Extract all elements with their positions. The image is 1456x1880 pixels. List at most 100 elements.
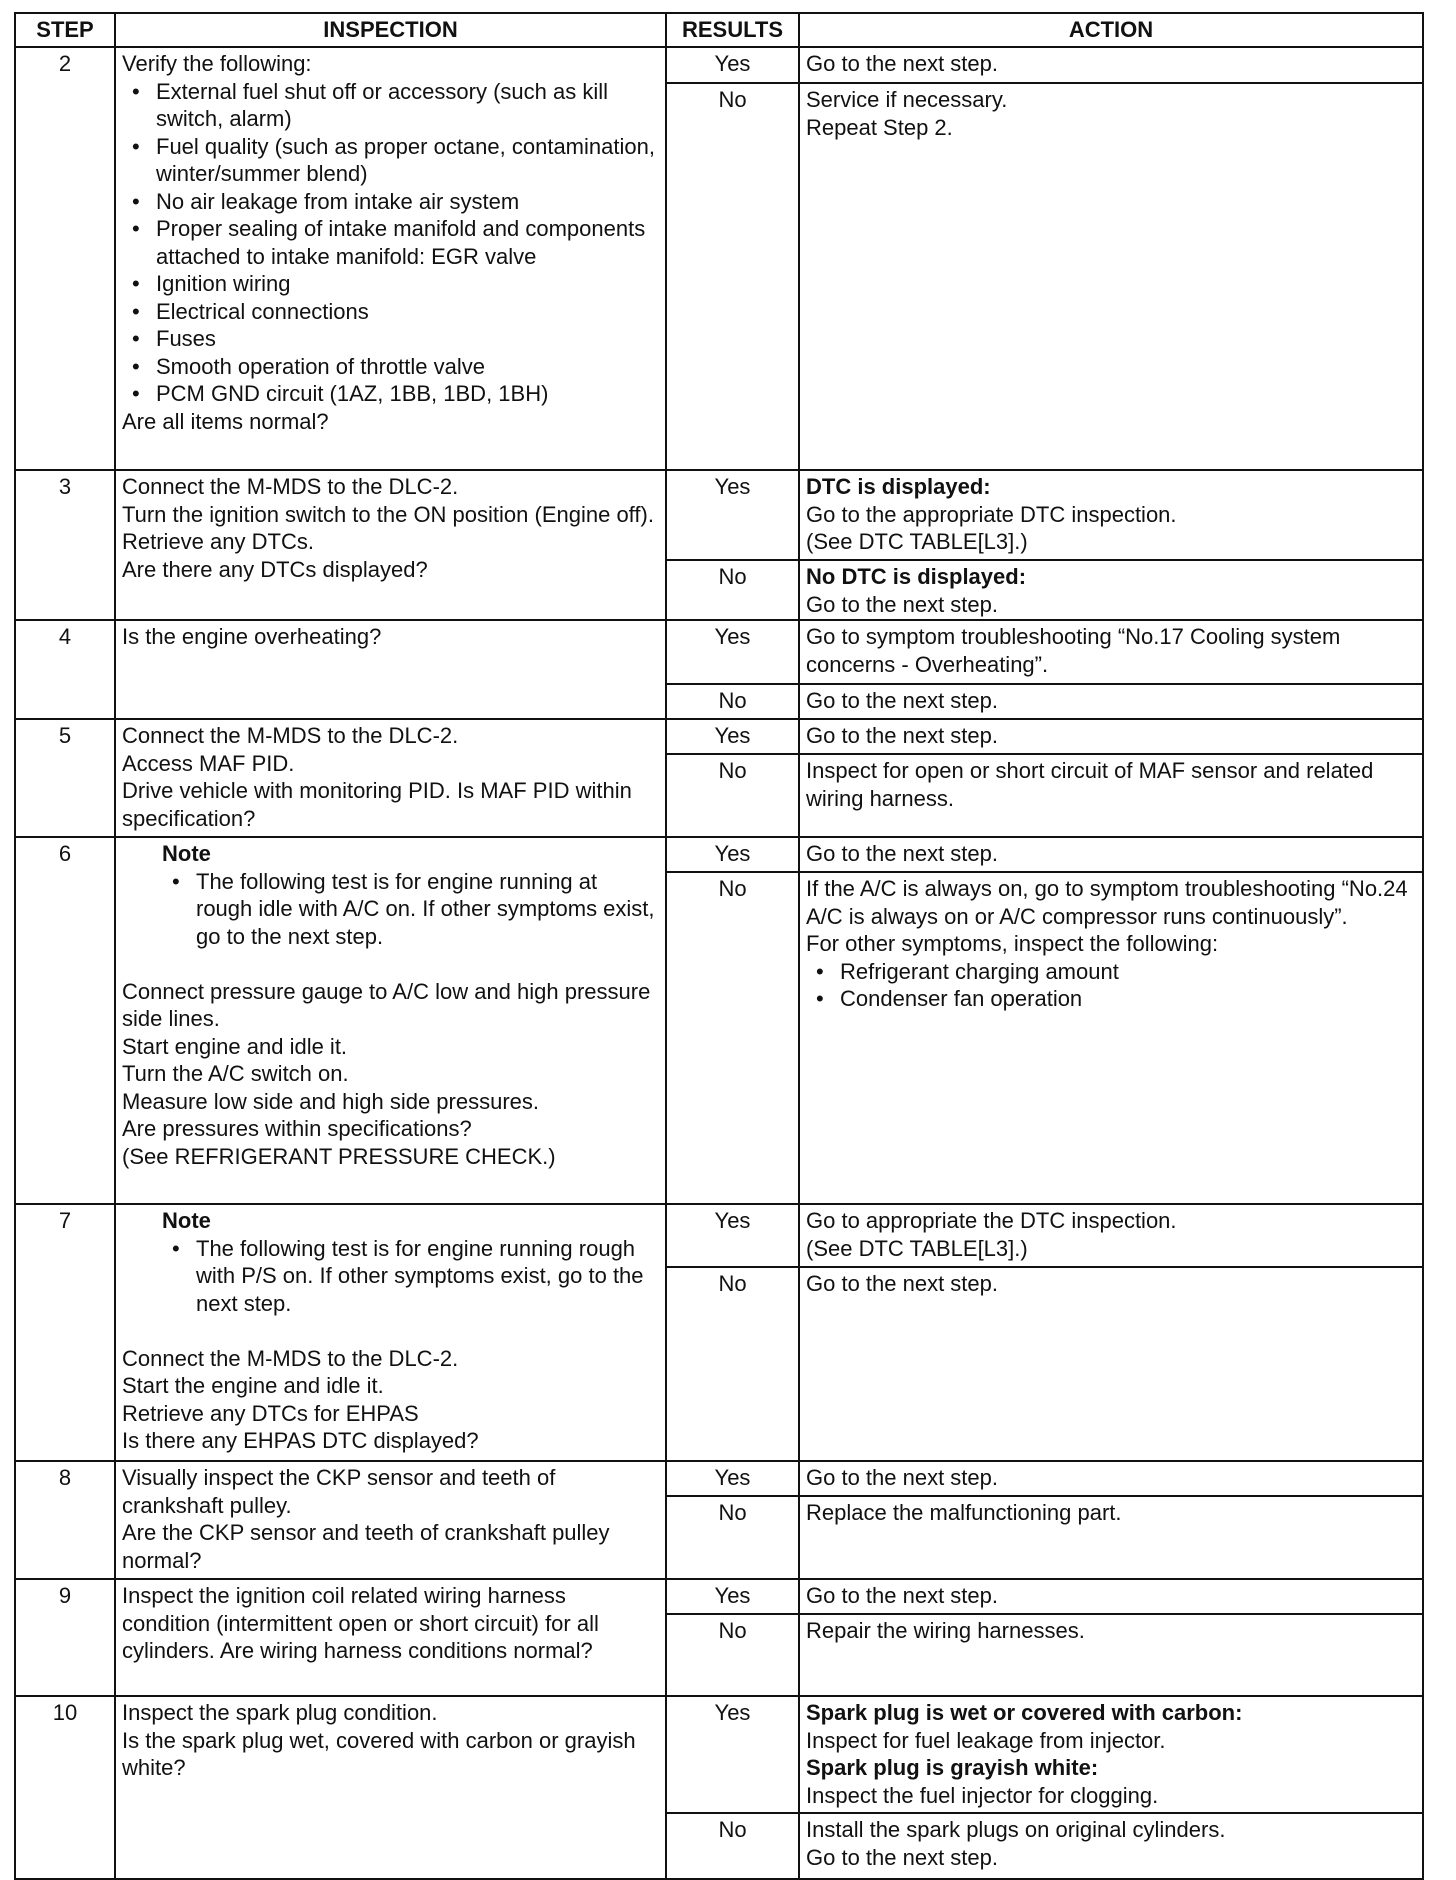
result-no: No (665, 1266, 800, 1462)
step-number: 8 (14, 1460, 116, 1580)
table-row-step-7-no: No Go to the next step. (15, 1266, 1424, 1462)
table-row-step-3-yes: 3 Connect the M-MDS to the DLC-2. Turn the… (14, 469, 1424, 621)
bullet-item: PCM GND circuit (1AZ, 1BB, 1BD, 1BH) (132, 380, 659, 408)
step-number: 3 (14, 469, 116, 621)
table-row-step-4-no: No Go to the next step. (15, 683, 1424, 720)
text-line: Go to the next step. (806, 1465, 999, 1490)
text-line: Install the spark plugs on original cyli… (806, 1817, 1226, 1842)
table-row-step-10-no: No Install the spark plugs on original cy… (15, 1812, 1424, 1880)
text-line: Go to the next step. (806, 591, 999, 617)
text-line: If the A/C is always on, go to symptom t… (806, 876, 1408, 929)
bullet-list: The following test is for engine running… (162, 868, 659, 951)
text-line: Are pressures within specifications? (122, 1116, 472, 1141)
action-yes: Go to the next step. (798, 836, 1424, 873)
text-line: Is the spark plug wet, covered with carb… (122, 1727, 636, 1781)
inspection-cell: NoteThe following test is for engine run… (114, 836, 667, 1205)
action-yes: Go to the next step. (798, 1460, 1424, 1497)
inspection-cell: Verify the following:External fuel shut … (114, 46, 667, 471)
step-number: 6 (14, 836, 116, 1205)
table-row-step-9-yes: 9 Inspect the ignition coil related wirin… (14, 1578, 1424, 1697)
text-line: Go to the next step. (806, 1271, 999, 1296)
text-line: Connect the M-MDS to the DLC-2. (122, 474, 459, 499)
result-yes: Yes (665, 46, 800, 84)
text-line: Inspect for open or short circuit of MAF… (806, 758, 1374, 811)
text-line: Is the engine overheating? (122, 624, 382, 649)
text-line: Go to the appropriate DTC inspection. (806, 501, 1177, 527)
result-no: No (665, 1613, 800, 1697)
bullet-item: The following test is for engine running… (172, 1235, 659, 1318)
text-line: Go to symptom troubleshooting “No.17 Coo… (806, 624, 1341, 677)
table-row-step-5-yes: 5 Connect the M-MDS to the DLC-2. Access M… (14, 718, 1424, 838)
table-row-step-7-yes: 7NoteThe following test is for engine ru… (14, 1203, 1424, 1462)
text-line: Is there any EHPAS DTC displayed? (122, 1428, 479, 1453)
text-line: Go to the next step. (806, 1844, 999, 1870)
text-line: Go to the next step. (806, 841, 999, 866)
inspection-cell: Inspect the ignition coil related wiring… (114, 1578, 667, 1697)
result-yes: Yes (665, 619, 800, 685)
text-line: Inspect the ignition coil related wiring… (122, 1583, 599, 1663)
text-line: (See DTC TABLE[L3].) (806, 529, 1028, 554)
text-line: Start the engine and idle it. (122, 1373, 384, 1398)
result-no: No (665, 559, 800, 621)
step-number: 9 (14, 1578, 116, 1697)
table-row-step-6-yes: 6NoteThe following test is for engine ru… (14, 836, 1424, 1205)
result-no: No (665, 1495, 800, 1580)
text-line: Are there any DTCs displayed? (122, 556, 428, 582)
text-line: Connect the M-MDS to the DLC-2. (122, 1345, 459, 1371)
text-line: Retrieve any DTCs for EHPAS (122, 1400, 419, 1426)
header-action: ACTION (798, 12, 1424, 48)
action-no: Replace the malfunctioning part. (798, 1495, 1424, 1580)
text-line: Replace the malfunctioning part. (806, 1500, 1122, 1525)
text-line: Go to the next step. (806, 1583, 999, 1608)
text-line: (See REFRIGERANT PRESSURE CHECK.) (122, 1143, 556, 1169)
spacer (122, 1317, 659, 1345)
text-line: Service if necessary. (806, 87, 1008, 112)
text-line: Go to the next step. (806, 51, 999, 76)
result-yes: Yes (665, 1203, 800, 1268)
note-title: Note (162, 1208, 211, 1233)
result-yes: Yes (665, 1578, 800, 1615)
bullet-item: External fuel shut off or accessory (suc… (132, 78, 659, 133)
bold-heading: Spark plug is grayish white: (806, 1755, 1099, 1780)
table-row-step-5-no: No Inspect for open or short circuit of M… (15, 753, 1424, 838)
text-line: Drive vehicle with monitoring PID. Is MA… (122, 778, 632, 831)
text-line: Are all items normal? (122, 408, 329, 434)
action-yes: Go to the next step. (798, 718, 1424, 755)
result-yes: Yes (665, 836, 800, 873)
inspection-cell: Inspect the spark plug condition. Is the … (114, 1695, 667, 1880)
bullet-item: Fuel quality (such as proper octane, con… (132, 133, 659, 188)
table-row-step-3-no: No No DTC is displayed: Go to the next ste… (15, 559, 1424, 621)
action-no: Go to the next step. (798, 683, 1424, 720)
action-yes: DTC is displayed: Go to the appropriate D… (798, 469, 1424, 561)
bullet-list: External fuel shut off or accessory (suc… (122, 78, 659, 408)
header-row: STEP INSPECTION RESULTS ACTION (14, 12, 1424, 48)
header-inspection: INSPECTION (114, 12, 667, 48)
text-line: Visually inspect the CKP sensor and teet… (122, 1465, 556, 1518)
text-line: Repair the wiring harnesses. (806, 1618, 1085, 1643)
text-line: Connect the M-MDS to the DLC-2. (122, 723, 459, 748)
text-line: Inspect the spark plug condition. (122, 1700, 438, 1725)
bullet-item: Electrical connections (132, 298, 659, 326)
bullet-item: Smooth operation of throttle valve (132, 353, 659, 381)
table-row-step-10-yes: 10 Inspect the spark plug condition. Is th… (14, 1695, 1424, 1880)
text-line: Connect pressure gauge to A/C low and hi… (122, 978, 651, 1032)
table-row-step-9-no: No Repair the wiring harnesses. (15, 1613, 1424, 1697)
bullet-item: Refrigerant charging amount (816, 958, 1416, 986)
bullet-item: Proper sealing of intake manifold and co… (132, 215, 659, 270)
result-no: No (665, 82, 800, 471)
text-line: Start engine and idle it. (122, 1033, 348, 1059)
inspection-cell: Is the engine overheating? (114, 619, 667, 720)
table-row-step-4-yes: 4 Is the engine overheating? Yes Go to symp… (14, 619, 1424, 720)
inspection-cell: NoteThe following test is for engine run… (114, 1203, 667, 1462)
bullet-item: No air leakage from intake air system (132, 188, 659, 216)
table-row-step-8-no: No Replace the malfunctioning part. (15, 1495, 1424, 1580)
result-yes: Yes (665, 1460, 800, 1497)
note-title: Note (162, 841, 211, 866)
result-yes: Yes (665, 1695, 800, 1814)
bold-heading: DTC is displayed: (806, 474, 991, 499)
step-number: 7 (14, 1203, 116, 1462)
action-no: Go to the next step. (798, 1266, 1424, 1462)
action-no: If the A/C is always on, go to symptom t… (798, 871, 1424, 1205)
action-no: No DTC is displayed: Go to the next step. (798, 559, 1424, 621)
